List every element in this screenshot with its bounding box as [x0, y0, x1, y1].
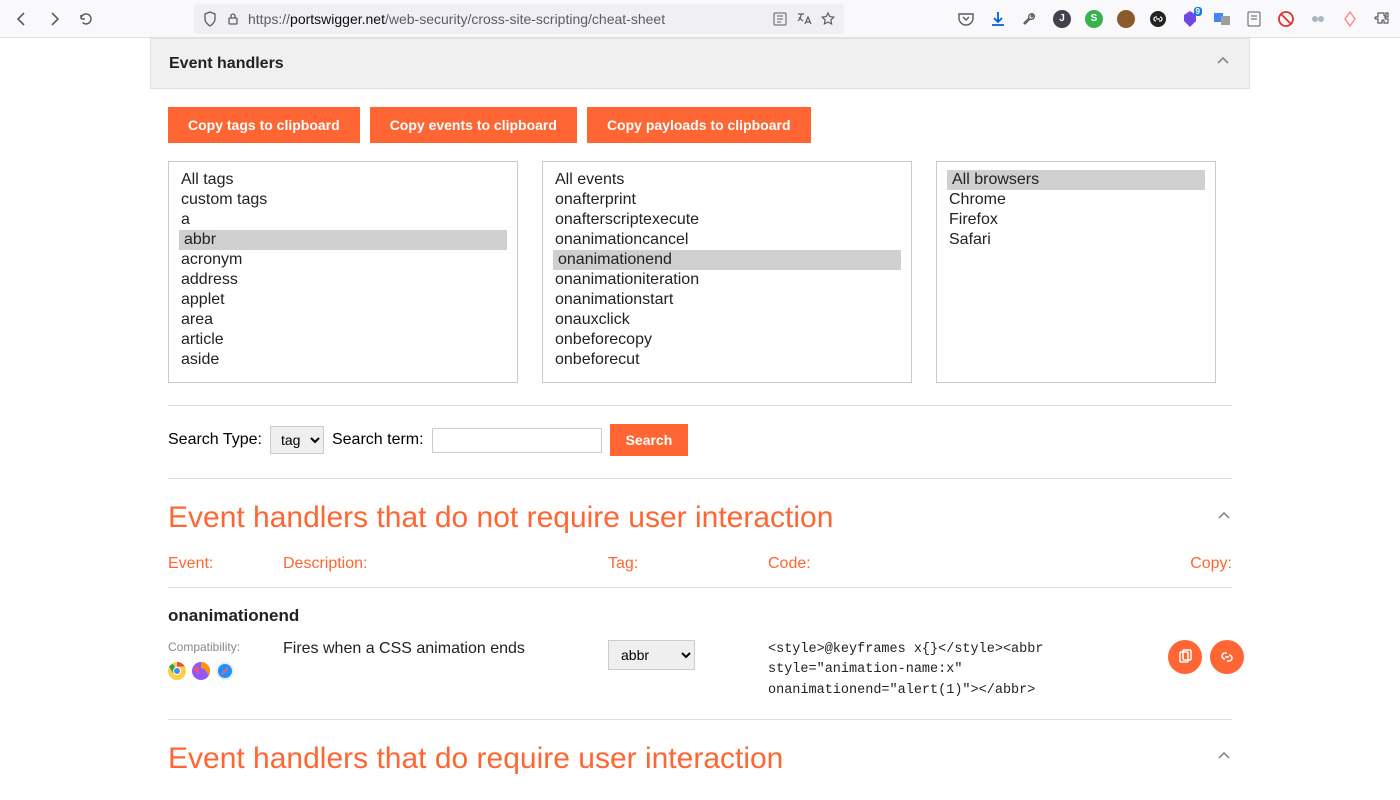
section-header-event-handlers[interactable]: Event handlers: [150, 38, 1250, 89]
detail-tag-select[interactable]: abbr: [608, 640, 695, 670]
chrome-icon: [168, 662, 186, 680]
toolbar-extensions: J S 9: [956, 9, 1392, 29]
col-header-copy: Copy:: [1168, 555, 1232, 573]
col-header-event: Event:: [168, 555, 283, 573]
search-term-input[interactable]: [432, 428, 602, 453]
list-item[interactable]: a: [179, 210, 507, 230]
copy-payload-button[interactable]: [1168, 640, 1202, 674]
list-item[interactable]: Chrome: [947, 190, 1205, 210]
wrench-icon[interactable]: [1020, 9, 1040, 29]
list-item[interactable]: onanimationcancel: [553, 230, 901, 250]
ext-purple-icon[interactable]: 9: [1180, 9, 1200, 29]
chevron-up-icon[interactable]: [1216, 748, 1232, 769]
reload-button[interactable]: [72, 5, 100, 33]
list-item[interactable]: onbeforecopy: [553, 330, 901, 350]
list-item[interactable]: onanimationstart: [553, 290, 901, 310]
tags-listbox[interactable]: All tagscustom tagsaabbracronymaddressap…: [168, 161, 518, 383]
list-item[interactable]: abbr: [179, 230, 507, 250]
list-item[interactable]: applet: [179, 290, 507, 310]
list-item[interactable]: onanimationiteration: [553, 270, 901, 290]
search-type-label: Search Type:: [168, 431, 262, 449]
event-detail-row: onanimationend Compatibility: Fires when…: [150, 588, 1250, 719]
search-row: Search Type: tag Search term: Search: [150, 406, 1250, 474]
url-text: https://portswigger.net/web-security/cro…: [248, 11, 764, 27]
list-item[interactable]: onanimationend: [553, 250, 901, 270]
compat-column: Compatibility:: [168, 640, 283, 701]
events-listbox[interactable]: All eventsonafterprintonafterscriptexecu…: [542, 161, 912, 383]
forward-button[interactable]: [40, 5, 68, 33]
search-term-label: Search term:: [332, 431, 424, 449]
reader-icon[interactable]: [772, 11, 788, 27]
list-item[interactable]: Firefox: [947, 210, 1205, 230]
ext-translate2-icon[interactable]: [1212, 9, 1232, 29]
list-item[interactable]: onafterprint: [553, 190, 901, 210]
detail-code: <style>@keyframes x{}</style><abbr style…: [768, 640, 1168, 701]
list-item[interactable]: aside: [179, 350, 507, 370]
shield-icon: [202, 11, 218, 27]
list-item[interactable]: acronym: [179, 250, 507, 270]
section-title-no-interaction: Event handlers that do not require user …: [150, 479, 1250, 549]
download-icon[interactable]: [988, 9, 1008, 29]
compat-label: Compatibility:: [168, 640, 283, 654]
detail-description: Fires when a CSS animation ends: [283, 640, 608, 701]
page-content: Event handlers Copy tags to clipboard Co…: [150, 38, 1250, 790]
list-item[interactable]: address: [179, 270, 507, 290]
ext-diamond-icon[interactable]: [1340, 9, 1360, 29]
copy-tags-button[interactable]: Copy tags to clipboard: [168, 107, 360, 143]
section-title-require-interaction: Event handlers that do require user inte…: [150, 720, 1250, 790]
detail-tag-column: abbr: [608, 640, 768, 701]
copy-events-button[interactable]: Copy events to clipboard: [370, 107, 577, 143]
column-headers: Event: Description: Tag: Code: Copy:: [150, 549, 1250, 587]
copy-payloads-button[interactable]: Copy payloads to clipboard: [587, 107, 811, 143]
bookmark-star-icon[interactable]: [820, 11, 836, 27]
list-item[interactable]: article: [179, 330, 507, 350]
list-item[interactable]: Safari: [947, 230, 1205, 250]
lock-icon: [226, 12, 240, 26]
list-item[interactable]: custom tags: [179, 190, 507, 210]
copy-buttons-row: Copy tags to clipboard Copy events to cl…: [150, 89, 1250, 161]
list-item[interactable]: onafterscriptexecute: [553, 210, 901, 230]
list-item[interactable]: All tags: [179, 170, 507, 190]
copy-link-button[interactable]: [1210, 640, 1244, 674]
pocket-icon[interactable]: [956, 9, 976, 29]
col-header-code: Code:: [768, 555, 1168, 573]
detail-event-name: onanimationend: [168, 606, 1232, 626]
search-type-select[interactable]: tag: [270, 426, 324, 454]
detail-copy-column: [1168, 640, 1244, 701]
col-header-description: Description:: [283, 555, 608, 573]
safari-icon: [216, 662, 234, 680]
ext-gray-icon[interactable]: [1308, 9, 1328, 29]
list-item[interactable]: All browsers: [947, 170, 1205, 190]
ext-cookie-icon[interactable]: [1116, 9, 1136, 29]
list-item[interactable]: onauxclick: [553, 310, 901, 330]
chevron-up-icon: [1215, 53, 1231, 74]
browser-toolbar: https://portswigger.net/web-security/cro…: [0, 0, 1400, 38]
search-button[interactable]: Search: [610, 424, 689, 456]
firefox-icon: [192, 662, 210, 680]
browsers-listbox[interactable]: All browsersChromeFirefoxSafari: [936, 161, 1216, 383]
section-header-title: Event handlers: [169, 55, 284, 73]
ext-noscript-icon[interactable]: [1276, 9, 1296, 29]
address-bar[interactable]: https://portswigger.net/web-security/cro…: [194, 4, 844, 34]
back-button[interactable]: [8, 5, 36, 33]
col-header-tag: Tag:: [608, 555, 768, 573]
list-item[interactable]: All events: [553, 170, 901, 190]
ext-notes-icon[interactable]: [1244, 9, 1264, 29]
chevron-up-icon[interactable]: [1216, 508, 1232, 529]
list-item[interactable]: onbeforecut: [553, 350, 901, 370]
list-item[interactable]: area: [179, 310, 507, 330]
extensions-icon[interactable]: [1372, 9, 1392, 29]
ext-green-icon[interactable]: S: [1084, 9, 1104, 29]
ext-darkcircle-icon[interactable]: J: [1052, 9, 1072, 29]
translate-icon[interactable]: [796, 11, 812, 27]
ext-link-icon[interactable]: [1148, 9, 1168, 29]
lists-row: All tagscustom tagsaabbracronymaddressap…: [150, 161, 1250, 383]
